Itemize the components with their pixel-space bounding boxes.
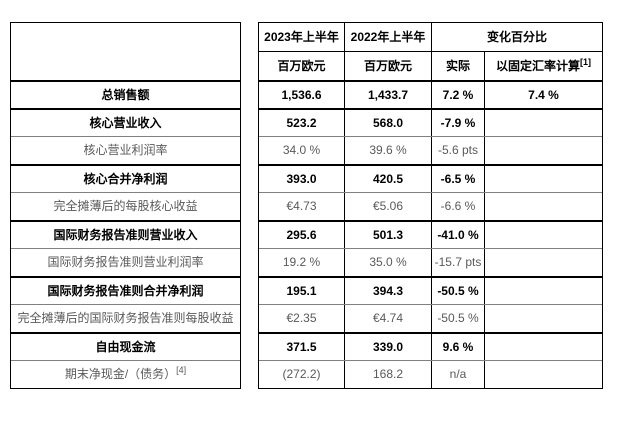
table-row: 国际财务报告准则营业收入 [11, 220, 240, 248]
table-row: 19.2 % 35.0 % -15.7 pts [259, 248, 602, 276]
table-row: 核心营业利润率 [11, 136, 240, 164]
value-2023: 19.2 % [282, 255, 321, 269]
table-row: 完全摊薄后的国际财务报告准则每股收益 [11, 304, 240, 332]
column-header-2023-h1: 2023年上半年 [264, 30, 339, 44]
column-header-2022-h1: 2022年上半年 [344, 23, 431, 51]
value-2023: 295.6 [286, 228, 317, 242]
value-2022: 501.3 [344, 222, 431, 248]
metric-label: 核心合并净利润 [83, 172, 168, 186]
table-row: 523.2 568.0 -7.9 % [259, 108, 602, 136]
value-2022: 1,433.7 [344, 82, 431, 108]
value-2022: 168.2 [344, 361, 431, 388]
table-row: 195.1 394.3 -50.5 % [259, 276, 602, 304]
value-2023: 371.5 [286, 340, 317, 354]
table-row: 期末净现金/（债务）[4] [11, 360, 240, 388]
table-row: 国际财务报告准则营业利润率 [11, 248, 240, 276]
value-2023: €4.73 [286, 199, 317, 213]
metric-label: 完全摊薄后的国际财务报告准则每股收益 [17, 311, 234, 325]
value-2022: €4.74 [344, 305, 431, 332]
value-cer-change: 7.4 % [484, 82, 602, 108]
metric-label-text: 期末净现金/（债务） [64, 367, 177, 381]
table-row: 295.6 501.3 -41.0 % [259, 220, 602, 248]
footnote-ref-1: [1] [580, 57, 591, 67]
column-header-constant-exchange-rate: 以固定汇率计算[1] [484, 52, 602, 80]
metric-label: 国际财务报告准则营业利润率 [47, 255, 204, 269]
value-cer-change [484, 193, 602, 220]
value-actual-change: -15.7 pts [431, 249, 484, 276]
table-row: 1,536.6 1,433.7 7.2 % 7.4 % [259, 80, 602, 108]
unit-header-2023: 百万欧元 [277, 59, 326, 73]
value-2022: 339.0 [344, 334, 431, 360]
footnote-ref-4: [4] [176, 365, 187, 375]
table-row: 国际财务报告准则合并净利润 [11, 276, 240, 304]
value-2023: 393.0 [286, 172, 317, 186]
table-subheader-row: 百万欧元 百万欧元 实际 以固定汇率计算[1] [259, 51, 602, 80]
table-row: 核心营业收入 [11, 108, 240, 136]
metric-label: 核心营业收入 [89, 116, 162, 130]
value-2022: 420.5 [344, 166, 431, 192]
table-row: 371.5 339.0 9.6 % [259, 332, 602, 360]
value-cer-change [484, 249, 602, 276]
table-header-row: 2023年上半年 2022年上半年 变化百分比 [259, 23, 602, 51]
table-row: (272.2) 168.2 n/a [259, 360, 602, 388]
metric-label: 核心营业利润率 [83, 143, 168, 157]
value-2022: €5.06 [344, 193, 431, 220]
value-2022: 39.6 % [344, 137, 431, 164]
value-cer-change [484, 137, 602, 164]
unit-header-2022: 百万欧元 [344, 52, 431, 80]
value-cer-change [484, 110, 602, 136]
table-row: €2.35 €4.74 -50.5 % [259, 304, 602, 332]
value-2023: (272.2) [282, 367, 321, 381]
value-actual-change: -50.5 % [431, 278, 484, 304]
table-row: €4.73 €5.06 -6.6 % [259, 192, 602, 220]
value-2023: €2.35 [286, 311, 317, 325]
metric-label: 期末净现金/（债务）[4] [11, 361, 240, 388]
value-2022: 568.0 [344, 110, 431, 136]
financial-data-table: 2023年上半年 2022年上半年 变化百分比 百万欧元 百万欧元 实际 以固定… [258, 22, 603, 389]
metric-label-table: 总销售额 核心营业收入 核心营业利润率 核心合并净利润 完全摊薄后的每股核心收益… [10, 22, 241, 389]
value-2023: 523.2 [286, 116, 317, 130]
table-row: 完全摊薄后的每股核心收益 [11, 192, 240, 220]
value-cer-change [484, 361, 602, 388]
value-actual-change: 9.6 % [431, 334, 484, 360]
metric-label: 总销售额 [101, 88, 150, 102]
value-actual-change: n/a [431, 361, 484, 388]
column-header-cer-text: 以固定汇率计算 [495, 59, 580, 73]
table-row: 393.0 420.5 -6.5 % [259, 164, 602, 192]
metric-label: 完全摊薄后的每股核心收益 [53, 199, 198, 213]
value-actual-change: -41.0 % [431, 222, 484, 248]
column-header-actual: 实际 [431, 52, 484, 80]
value-2022: 35.0 % [344, 249, 431, 276]
table-row: 自由现金流 [11, 332, 240, 360]
metric-label: 国际财务报告准则合并净利润 [47, 284, 204, 298]
value-cer-change [484, 166, 602, 192]
table-row: 总销售额 [11, 80, 240, 108]
metric-label: 国际财务报告准则营业收入 [53, 228, 198, 242]
value-2023: 1,536.6 [281, 88, 322, 102]
table-row: 34.0 % 39.6 % -5.6 pts [259, 136, 602, 164]
value-actual-change: 7.2 % [431, 82, 484, 108]
value-2023: 195.1 [286, 284, 317, 298]
header-spacer-cell [11, 23, 240, 80]
value-cer-change [484, 334, 602, 360]
column-header-change-percent: 变化百分比 [431, 23, 602, 51]
value-actual-change: -50.5 % [431, 305, 484, 332]
value-actual-change: -6.5 % [431, 166, 484, 192]
metric-label: 自由现金流 [95, 340, 156, 354]
value-cer-change [484, 222, 602, 248]
value-cer-change [484, 278, 602, 304]
value-cer-change [484, 305, 602, 332]
value-2022: 394.3 [344, 278, 431, 304]
value-actual-change: -5.6 pts [431, 137, 484, 164]
value-actual-change: -7.9 % [431, 110, 484, 136]
table-row: 核心合并净利润 [11, 164, 240, 192]
value-actual-change: -6.6 % [431, 193, 484, 220]
value-2023: 34.0 % [282, 143, 321, 157]
